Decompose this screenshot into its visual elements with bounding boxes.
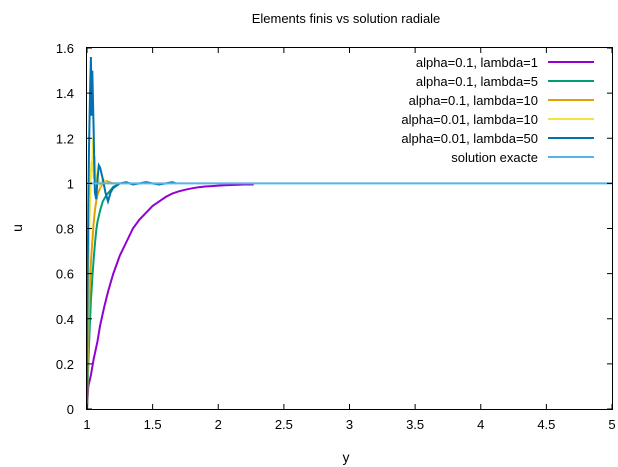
- y-tick-label: 0.8: [56, 222, 74, 237]
- legend-label-1: alpha=0.1, lambda=1: [416, 55, 538, 70]
- axis-ticks: 1 1.5 2 2.5 3 3.5 4 4.5 5 0 0.2 0.4 0.6 0.8 1 1.2 1.4 1.6: [56, 41, 616, 432]
- x-tick-label: 4.5: [537, 417, 555, 432]
- series-line-4: [86, 138, 114, 410]
- y-tick-label: 0.2: [56, 357, 74, 372]
- plot-area: [86, 56, 612, 410]
- legend-label-3: alpha=0.1, lambda=10: [409, 93, 538, 108]
- legend: alpha=0.1, lambda=1 alpha=0.1, lambda=5 al…: [401, 55, 594, 165]
- legend-label-2: alpha=0.1, lambda=5: [416, 74, 538, 89]
- x-tick-label: 1.5: [144, 417, 162, 432]
- y-tick-label: 1.4: [56, 86, 74, 101]
- plot-frame: [86, 47, 613, 410]
- legend-label-5: alpha=0.01, lambda=50: [401, 131, 538, 146]
- series-line-1: [86, 183, 254, 410]
- y-tick-label: 1: [67, 176, 74, 191]
- x-tick-label: 1: [83, 417, 90, 432]
- x-tick-label: 2: [215, 417, 222, 432]
- y-tick-label: 0: [67, 402, 74, 417]
- x-tick-label: 3.5: [406, 417, 424, 432]
- x-tick-label: 3: [346, 417, 353, 432]
- y-axis-label: u: [9, 224, 25, 232]
- y-tick-label: 1.6: [56, 41, 74, 56]
- x-tick-label: 5: [608, 417, 615, 432]
- x-axis-label: y: [343, 449, 350, 465]
- y-tick-label: 0.6: [56, 267, 74, 282]
- chart-title: Elements finis vs solution radiale: [252, 11, 441, 26]
- x-tick-label: 2.5: [275, 417, 293, 432]
- legend-label-6: solution exacte: [451, 150, 538, 165]
- y-tick-label: 0.4: [56, 312, 74, 327]
- legend-label-4: alpha=0.01, lambda=10: [401, 112, 538, 127]
- y-tick-label: 1.2: [56, 131, 74, 146]
- x-tick-label: 4: [477, 417, 484, 432]
